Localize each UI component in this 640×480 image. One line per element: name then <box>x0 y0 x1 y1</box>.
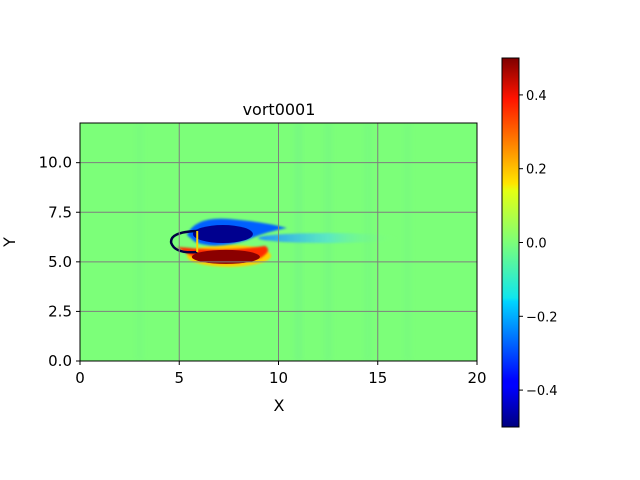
x-axis-ticks: 0 5 10 15 20 <box>75 361 487 387</box>
airfoil-outline <box>169 229 198 254</box>
x-tick-label: 5 <box>174 369 184 387</box>
y-tick-label: 10.0 <box>39 154 72 172</box>
vorticity-features <box>135 123 412 361</box>
positive-vortex <box>191 249 260 264</box>
colorbar: 0.4 0.2 0.0 −0.2 −0.4 <box>501 57 558 428</box>
y-axis-label: Y <box>0 237 19 248</box>
colorbar-gradient <box>501 57 520 428</box>
streak-3 <box>403 123 412 361</box>
x-tick-label: 10 <box>269 369 288 387</box>
colorbar-tick-label: −0.2 <box>526 310 558 325</box>
chart-title: vort0001 <box>243 100 316 119</box>
y-axis-ticks: 0.0 2.5 5.0 7.5 10.0 <box>39 154 80 370</box>
colorbar-ticks: 0.4 0.2 0.0 −0.2 −0.4 <box>519 89 558 399</box>
colorbar-tick-label: 0.0 <box>526 237 547 252</box>
y-tick-label: 2.5 <box>48 302 72 320</box>
plot-area <box>79 122 478 362</box>
negative-vortex <box>192 225 253 244</box>
streak-4 <box>135 123 144 361</box>
wake-tail <box>258 233 399 244</box>
x-tick-label: 15 <box>368 369 387 387</box>
colorbar-tick-label: 0.2 <box>526 163 547 178</box>
x-tick-label: 20 <box>467 369 486 387</box>
x-axis-label: X <box>274 396 285 415</box>
colorbar-tick-label: 0.4 <box>526 89 547 104</box>
y-tick-label: 7.5 <box>48 203 72 221</box>
x-tick-label: 0 <box>75 369 85 387</box>
y-tick-label: 0.0 <box>48 352 72 370</box>
y-tick-label: 5.0 <box>48 253 72 271</box>
colorbar-tick-label: −0.4 <box>526 384 558 399</box>
